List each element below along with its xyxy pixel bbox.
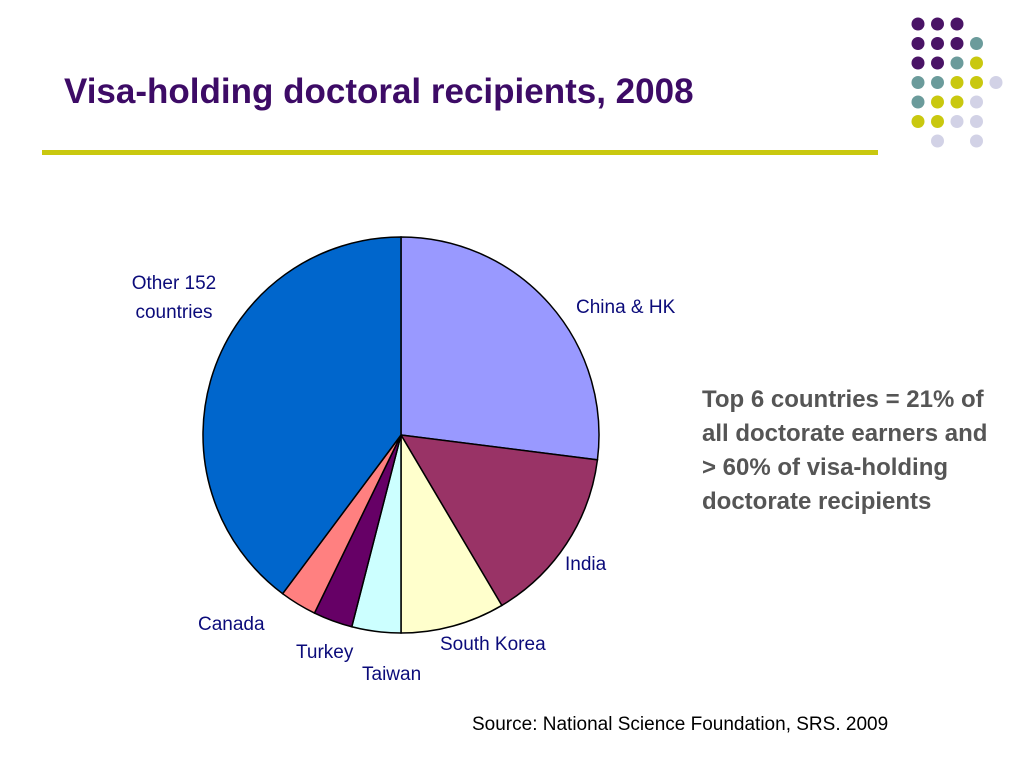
- pie-slice-south-korea: [400, 432, 503, 634]
- decorative-dot: [911, 56, 925, 70]
- decorative-dot: [931, 115, 944, 128]
- decorative-dot: [950, 76, 964, 89]
- slice-label-china-hk: China & HK: [576, 297, 676, 318]
- slide-title: Visa-holding doctoral recipients, 2008: [64, 72, 694, 111]
- decorative-dot: [970, 95, 983, 109]
- decorative-dot-grid: [911, 17, 1003, 148]
- decorative-dot: [970, 76, 983, 89]
- pie-slice-china-hk: [400, 236, 600, 461]
- decorative-dot: [931, 95, 944, 109]
- decorative-dot: [970, 115, 983, 128]
- slice-label-other-countries: Other 152 countries: [131, 273, 217, 323]
- pie-slices: [202, 236, 600, 634]
- decorative-dot: [931, 134, 944, 148]
- decorative-dot: [970, 134, 983, 148]
- decorative-dot: [911, 115, 925, 128]
- decorative-dot: [970, 56, 983, 70]
- decorative-dot: [911, 17, 925, 31]
- slice-label-india: India: [565, 554, 607, 575]
- decorative-dot: [911, 76, 925, 89]
- slice-label-turkey: Turkey: [296, 642, 354, 663]
- decorative-dot: [989, 76, 1003, 89]
- decorative-dot: [950, 115, 964, 128]
- decorative-dot: [950, 95, 964, 109]
- decorative-dot: [931, 76, 944, 89]
- pie-slice-india: [399, 434, 599, 607]
- slice-label-canada: Canada: [198, 614, 265, 635]
- decorative-dot: [931, 56, 944, 70]
- title-underline-rule: [42, 150, 878, 155]
- decorative-dot: [931, 37, 944, 50]
- slice-label-south-korea: South Korea: [440, 634, 546, 655]
- decorative-dot: [911, 95, 925, 109]
- source-citation: Source: National Science Foundation, SRS…: [472, 714, 889, 735]
- decorative-dot: [950, 17, 964, 31]
- decorative-dot: [950, 56, 964, 70]
- summary-note: Top 6 countries = 21% of all doctorate e…: [702, 386, 988, 515]
- decorative-dot: [970, 37, 983, 50]
- decorative-dot: [950, 37, 964, 50]
- decorative-dot: [931, 17, 944, 31]
- decorative-dot: [911, 37, 925, 50]
- pie-slice-other-152-countries: [202, 236, 402, 595]
- slice-label-taiwan: Taiwan: [362, 664, 422, 685]
